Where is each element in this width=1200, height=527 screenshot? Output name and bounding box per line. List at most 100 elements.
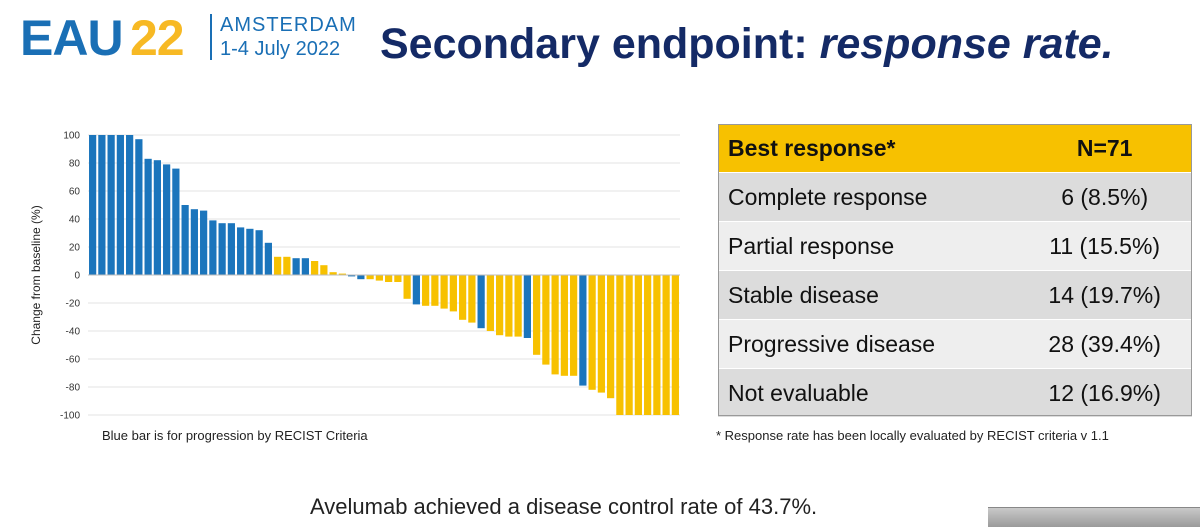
bar — [163, 164, 171, 275]
y-tick-label: -20 — [66, 299, 81, 310]
y-tick-label: -40 — [66, 327, 81, 338]
bar — [607, 275, 615, 399]
bar — [98, 135, 106, 275]
bar — [468, 275, 476, 323]
bar — [209, 220, 217, 275]
bar — [523, 275, 531, 338]
title-emphasis: response rate. — [819, 20, 1114, 68]
bar — [431, 275, 439, 306]
bar — [653, 275, 661, 415]
bar — [255, 230, 263, 275]
bar — [181, 205, 189, 275]
bar — [634, 275, 642, 415]
logo-dates: 1-4 July 2022 — [220, 38, 341, 60]
bar — [671, 275, 679, 415]
bar — [227, 223, 235, 275]
table-row: Complete response 6 (8.5%) — [718, 172, 1192, 222]
bar — [135, 139, 143, 275]
bar — [200, 210, 208, 275]
table-cell-value: 11 (15.5%) — [1017, 221, 1192, 271]
bar — [422, 275, 430, 306]
bar — [542, 275, 550, 365]
logo-divider — [210, 14, 212, 60]
y-tick-label: 20 — [69, 243, 81, 254]
bar — [588, 275, 596, 390]
bar — [597, 275, 605, 393]
table-footnote: * Response rate has been locally evaluat… — [716, 428, 1109, 443]
bar — [533, 275, 541, 355]
bar — [172, 168, 180, 275]
bar — [560, 275, 568, 376]
table-cell-label: Stable disease — [718, 270, 1018, 320]
chart-caption: Blue bar is for progression by RECIST Cr… — [102, 428, 368, 443]
bar — [440, 275, 448, 309]
table-cell-label: Progressive disease — [718, 319, 1018, 369]
bar — [320, 265, 328, 275]
y-tick-label: -60 — [66, 355, 81, 366]
bar — [662, 275, 670, 415]
table-cell-label: Not evaluable — [718, 368, 1018, 418]
bar — [505, 275, 513, 337]
table-header-n: N=71 — [1017, 124, 1192, 173]
bar — [570, 275, 578, 376]
bar — [292, 258, 300, 275]
y-tick-label: -100 — [60, 411, 80, 422]
y-tick-label: -80 — [66, 383, 81, 394]
bar — [246, 228, 254, 275]
bar — [412, 275, 420, 305]
y-tick-label: 60 — [69, 187, 81, 198]
slide-title: Secondary endpoint: response rate. — [380, 20, 1180, 69]
title-main: Secondary endpoint: — [380, 20, 820, 68]
table-cell-value: 6 (8.5%) — [1017, 172, 1192, 222]
table-header-response: Best response* — [718, 124, 1018, 173]
logo-city: AMSTERDAM — [220, 14, 357, 36]
y-tick-label: 40 — [69, 215, 81, 226]
bar — [625, 275, 633, 415]
table-row: Stable disease 14 (19.7%) — [718, 270, 1192, 320]
bar — [283, 256, 291, 275]
bar — [394, 275, 402, 282]
y-tick-label: 100 — [63, 131, 80, 142]
y-tick-label: 80 — [69, 159, 81, 170]
bar — [311, 261, 319, 275]
bar — [190, 209, 198, 275]
bar — [486, 275, 494, 331]
bar — [264, 242, 272, 275]
table-cell-value: 14 (19.7%) — [1017, 270, 1192, 320]
table-cell-label: Partial response — [718, 221, 1018, 271]
bar — [496, 275, 504, 336]
table-row: Not evaluable 12 (16.9%) — [718, 368, 1192, 418]
bar — [579, 275, 587, 386]
bar — [375, 275, 383, 281]
table-row: Progressive disease 28 (39.4%) — [718, 319, 1192, 369]
conclusion-text: Avelumab achieved a disease control rate… — [310, 494, 818, 519]
bar — [357, 275, 365, 280]
y-tick-label: 0 — [74, 271, 80, 282]
bar — [459, 275, 467, 320]
bar — [218, 223, 226, 275]
best-response-table: Best response* N=71 Complete response 6 … — [718, 124, 1192, 418]
bar — [144, 158, 152, 275]
bar — [449, 275, 457, 312]
table-cell-label: Complete response — [718, 172, 1018, 222]
logo-year: 22 — [130, 10, 185, 66]
logo-brand: EAU — [20, 10, 124, 66]
bar — [126, 135, 134, 275]
bar — [107, 135, 115, 275]
bar — [274, 256, 282, 275]
bar — [153, 160, 161, 275]
table-cell-value: 28 (39.4%) — [1017, 319, 1192, 369]
y-axis-label: Change from baseline (%) — [29, 205, 43, 344]
table-cell-value: 12 (16.9%) — [1017, 368, 1192, 418]
bar — [301, 258, 309, 275]
bar — [366, 275, 374, 280]
bar — [644, 275, 652, 415]
bar — [89, 135, 97, 275]
bar — [385, 275, 393, 282]
table-row: Partial response 11 (15.5%) — [718, 221, 1192, 271]
bar — [477, 275, 485, 329]
bar — [616, 275, 624, 415]
speaker-video-thumbnail — [988, 507, 1200, 527]
waterfall-chart: 100 80 60 40 20 0 -20 -40 -60 -80 -100 Change from … — [29, 131, 680, 422]
eau22-logo: EAU 22 AMSTERDAM 1-4 July 2022 — [20, 8, 356, 68]
